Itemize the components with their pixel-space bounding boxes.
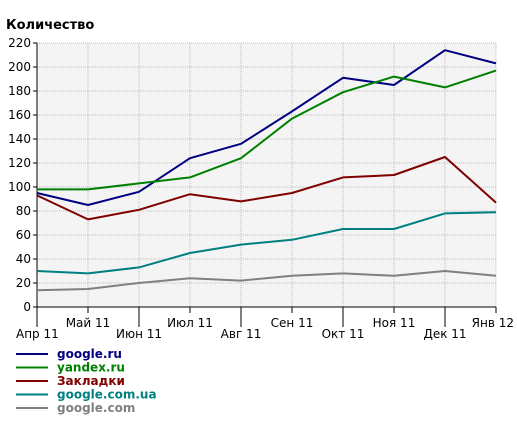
y-tick-label: 220 (8, 36, 31, 50)
series-line (37, 69, 497, 191)
x-tick-label: Янв 12 (472, 316, 514, 330)
plot-area (37, 43, 496, 307)
y-axis-title: Количество (6, 18, 94, 33)
y-tick-label: 160 (8, 108, 31, 122)
x-tick-label: Апр 11 (16, 327, 59, 341)
x-tick-label: Ноя 11 (373, 316, 416, 330)
x-tick-label: Авг 11 (221, 327, 262, 341)
y-tick-label: 180 (8, 84, 31, 98)
x-tick-label: Май 11 (66, 316, 111, 330)
legend-label: Закладки (57, 374, 125, 388)
y-tick-label: 80 (16, 204, 31, 218)
legend-label: google.com (57, 401, 135, 415)
x-tick-label: Сен 11 (271, 316, 314, 330)
legend-label: google.ru (57, 347, 122, 361)
y-tick-label: 100 (8, 180, 31, 194)
y-tick-label: 40 (16, 252, 31, 266)
y-tick-label: 60 (16, 228, 31, 242)
y-tick-label: 0 (23, 300, 31, 314)
x-tick-label: Июл 11 (167, 316, 213, 330)
legend-label: yandex.ru (57, 361, 125, 375)
series-line (36, 211, 497, 275)
y-tick-label: 20 (16, 276, 31, 290)
series-line (36, 156, 497, 221)
legend-label: google.com.ua (57, 388, 157, 402)
y-tick-label: 140 (8, 132, 31, 146)
series-line (36, 49, 497, 206)
series-line (36, 270, 497, 292)
y-tick-label: 200 (8, 60, 31, 74)
y-tick-label: 120 (8, 156, 31, 170)
x-tick-label: Дек 11 (423, 327, 466, 341)
x-tick-label: Июн 11 (116, 327, 162, 341)
x-tick-label: Окт 11 (322, 327, 365, 341)
